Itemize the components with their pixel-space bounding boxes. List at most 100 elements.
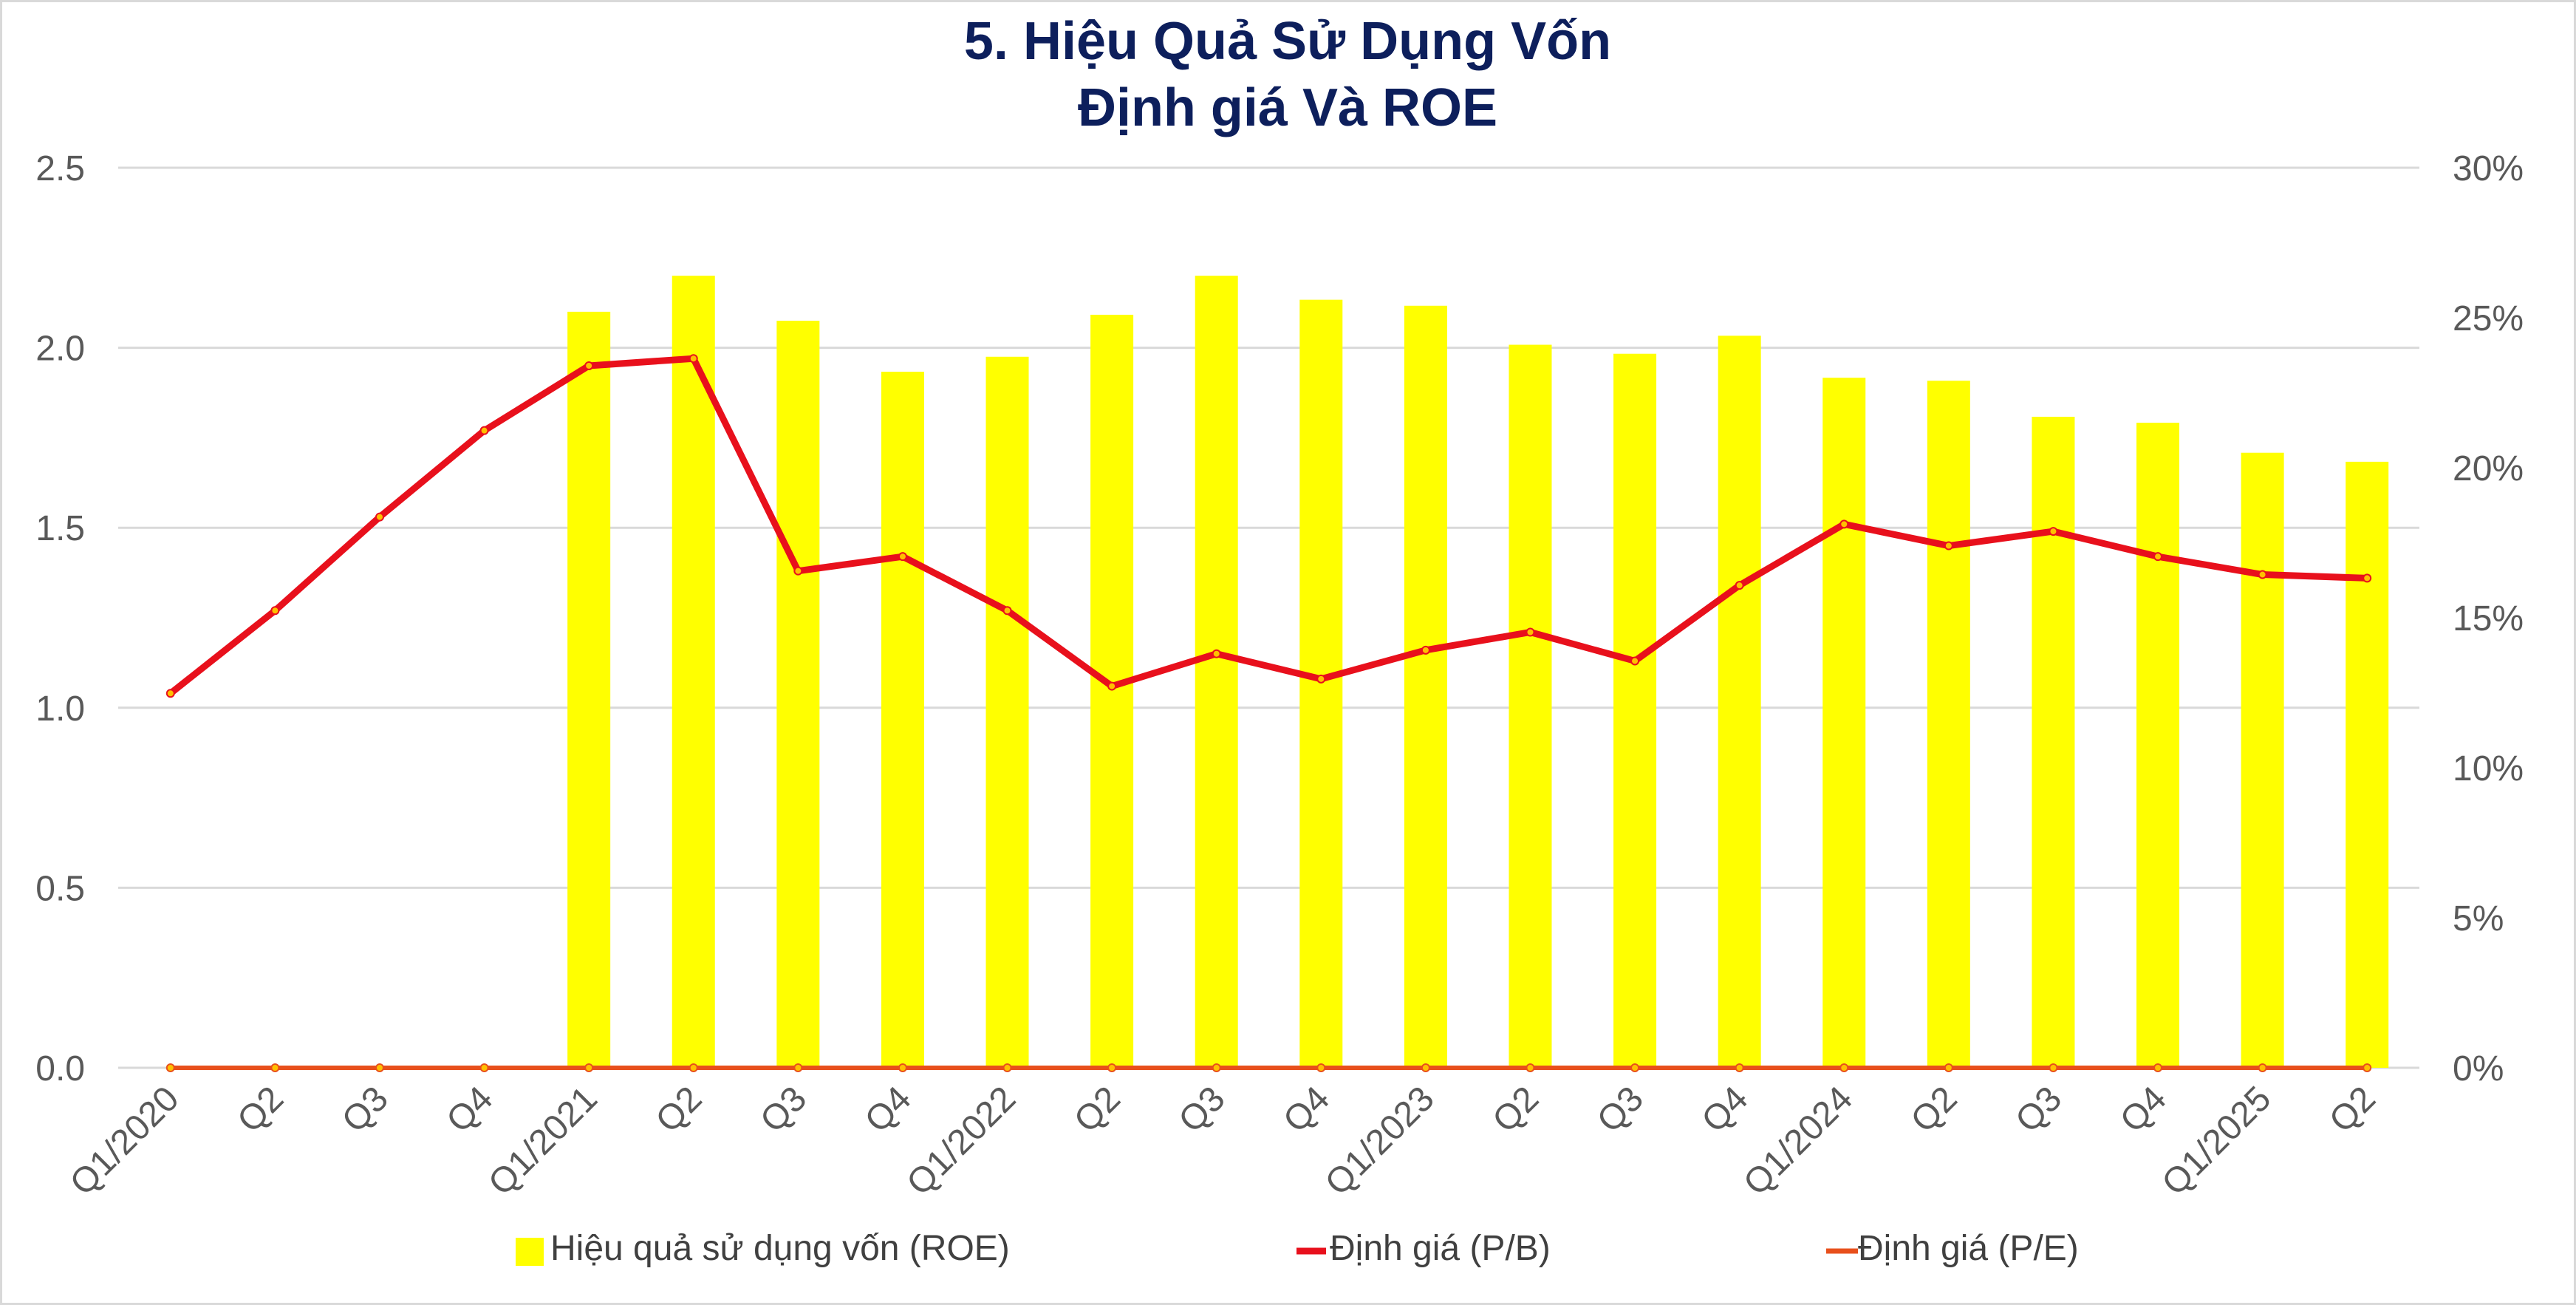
left-axis-tick-label: 0.5: [35, 869, 85, 908]
pb-point: [1944, 541, 1953, 551]
roe-bar: [1613, 353, 1657, 1069]
right-axis-tick-label: 25%: [2453, 299, 2524, 338]
left-axis-tick-label: 2.5: [35, 149, 85, 188]
pe-point: [793, 1063, 803, 1072]
pe-point: [270, 1063, 280, 1072]
x-axis-tick-label: Q3: [1590, 1079, 1651, 1140]
x-axis-tick-label: Q2: [649, 1079, 710, 1140]
x-axis-tick-label: Q3: [1172, 1079, 1233, 1140]
pe-point: [2153, 1063, 2163, 1072]
pb-point: [1107, 681, 1117, 691]
roe-bar: [672, 276, 715, 1068]
roe-bars: [567, 276, 2389, 1069]
roe-bar: [2241, 452, 2284, 1068]
x-axis-tick-label: Q3: [2008, 1079, 2069, 1140]
pb-point: [2049, 527, 2058, 536]
pb-point: [375, 512, 384, 522]
pb-point: [479, 426, 489, 435]
pb-point: [1630, 656, 1640, 666]
pe-point: [2049, 1063, 2058, 1072]
left-axis-tick-label: 1.5: [35, 509, 85, 548]
pb-point: [2258, 570, 2267, 579]
x-axis-tick-label: Q2: [230, 1079, 291, 1140]
right-axis-tick-label: 15%: [2453, 599, 2524, 638]
roe-bar: [985, 356, 1029, 1068]
pe-point: [375, 1063, 384, 1072]
pb-point: [898, 552, 907, 562]
right-axis-tick-label: 30%: [2453, 149, 2524, 188]
pe-point: [1735, 1063, 1744, 1072]
pb-point: [1316, 674, 1326, 684]
x-axis-tick-label: Q4: [1695, 1079, 1756, 1140]
pb-point: [2153, 552, 2163, 562]
pb-point: [1421, 645, 1430, 655]
x-axis-tick-label: Q2: [2322, 1079, 2383, 1140]
x-axis-tick-label: Q2: [1067, 1079, 1128, 1140]
pb-point: [689, 354, 698, 364]
pb-point: [1212, 649, 1221, 658]
pb-point: [584, 361, 594, 370]
x-axis-tick-label: Q4: [2113, 1079, 2174, 1140]
pe-point: [2258, 1063, 2267, 1072]
chart-title-line-2: Định giá Và ROE: [1078, 78, 1497, 137]
pe-point: [2363, 1063, 2372, 1072]
pb-point: [165, 689, 175, 698]
x-axis-tick-label: Q1/2022: [900, 1079, 1024, 1203]
right-axis-tick-label: 5%: [2453, 899, 2504, 938]
roe-bar: [567, 311, 611, 1068]
pe-point: [689, 1063, 698, 1072]
pe-point: [1212, 1063, 1221, 1072]
x-axis-tick-label: Q1/2024: [1736, 1079, 1860, 1203]
roe-bar: [2032, 416, 2075, 1068]
roe-bar: [1509, 344, 1552, 1068]
pb-point: [2363, 573, 2372, 583]
left-axis-ticks: 0.0 0.5 1.0 1.5 2.0 2.5: [35, 149, 85, 1088]
right-axis-ticks: 0% 5% 10% 15% 20% 25% 30%: [2453, 149, 2524, 1088]
pe-point: [1421, 1063, 1430, 1072]
pb-point: [1002, 606, 1012, 616]
x-axis-tick-label: Q1/2025: [2155, 1079, 2279, 1203]
x-axis-tick-label: Q1/2023: [1318, 1079, 1442, 1203]
left-axis-tick-label: 2.0: [35, 330, 85, 369]
roe-bar: [2136, 423, 2180, 1068]
pe-point: [1630, 1063, 1640, 1072]
pe-point: [1002, 1063, 1012, 1072]
legend-swatch-roe: [516, 1238, 544, 1266]
roe-bar: [1822, 378, 1866, 1068]
x-axis-tick-label: Q1/2020: [63, 1079, 187, 1203]
roe-bar: [1299, 299, 1343, 1068]
x-axis-tick-label: Q4: [858, 1079, 919, 1140]
pe-point: [584, 1063, 594, 1072]
legend-label-pe: Định giá (P/E): [1858, 1229, 2079, 1268]
valuation-lines: [165, 354, 2372, 1072]
legend: Hiệu quả sử dụng vốn (ROE) Định giá (P/B)…: [516, 1229, 2079, 1268]
chart-title-line-1: 5. Hiệu Quả Sử Dụng Vốn: [964, 12, 1611, 71]
right-axis-tick-label: 10%: [2453, 749, 2524, 788]
roe-bar: [1404, 305, 1447, 1068]
pb-point: [1735, 581, 1744, 590]
roe-bar: [881, 372, 924, 1069]
roe-bar: [1927, 381, 1970, 1068]
roe-bar: [1090, 314, 1134, 1068]
pb-point: [1839, 519, 1849, 529]
x-axis-tick-label: Q4: [440, 1079, 501, 1140]
roe-bar: [1718, 335, 1761, 1068]
pe-point: [479, 1063, 489, 1072]
roe-bar: [2346, 461, 2389, 1068]
pe-point: [1839, 1063, 1849, 1072]
pe-point: [898, 1063, 907, 1072]
pb-point: [1526, 627, 1535, 637]
pe-point: [1526, 1063, 1535, 1072]
pb-point: [793, 566, 803, 576]
pe-point: [1316, 1063, 1326, 1072]
pe-point: [1107, 1063, 1117, 1072]
pb-point: [270, 606, 280, 616]
pe-point: [1944, 1063, 1953, 1072]
left-axis-tick-label: 0.0: [35, 1049, 85, 1088]
legend-label-roe: Hiệu quả sử dụng vốn (ROE): [550, 1229, 1010, 1268]
x-axis-tick-label: Q1/2021: [481, 1079, 605, 1203]
left-axis-tick-label: 1.0: [35, 689, 85, 729]
